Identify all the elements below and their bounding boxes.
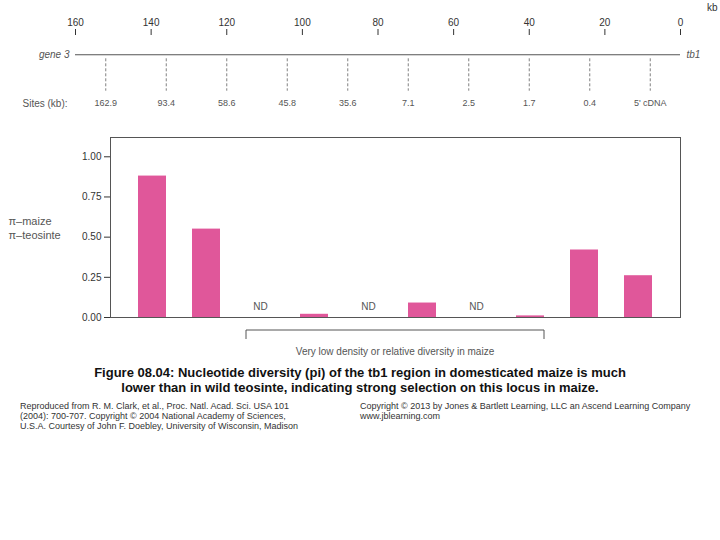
svg-text:58.6: 58.6 (218, 98, 236, 108)
svg-text:140: 140 (143, 17, 160, 28)
svg-text:0.50: 0.50 (82, 231, 102, 242)
svg-text:100: 100 (294, 17, 311, 28)
svg-text:0.4: 0.4 (583, 98, 596, 108)
svg-text:20: 20 (599, 17, 611, 28)
svg-text:60: 60 (448, 17, 460, 28)
svg-text:0.75: 0.75 (82, 191, 102, 202)
svg-text:1.7: 1.7 (523, 98, 536, 108)
html-text:Figure 08.04: Nucleotide diver: Figure 08.04: Nucleotide diversity (pi) … (94, 365, 626, 395)
svg-text:2.5: 2.5 (462, 98, 475, 108)
svg-text:1.00: 1.00 (82, 151, 102, 162)
svg-text:0: 0 (678, 17, 684, 28)
svg-text:120: 120 (218, 17, 235, 28)
html-text:Copyright © 2013 by Jones & Ba: Copyright © 2013 by Jones & Bartlett Lea… (360, 401, 691, 421)
svg-text:0.25: 0.25 (82, 272, 102, 283)
svg-text:35.6: 35.6 (339, 98, 357, 108)
svg-text:ND: ND (469, 301, 483, 312)
svg-text:ND: ND (253, 301, 267, 312)
svg-text:Very low density or relative d: Very low density or relative diversity i… (296, 346, 495, 357)
svg-text:80: 80 (372, 17, 384, 28)
svg-text:7.1: 7.1 (402, 98, 415, 108)
html-text:Reproduced from R. M. Clark, e: Reproduced from R. M. Clark, et al., Pro… (20, 401, 298, 431)
svg-text:π–maizeπ–teosinte: π–maizeπ–teosinte (9, 215, 61, 241)
svg-text:0.00: 0.00 (82, 312, 102, 323)
svg-text:tb1: tb1 (687, 49, 701, 60)
svg-text:kb: kb (707, 2, 718, 13)
svg-text:160: 160 (67, 17, 84, 28)
svg-text:5' cDNA: 5' cDNA (634, 98, 667, 108)
svg-text:40: 40 (524, 17, 536, 28)
svg-text:Sites (kb):: Sites (kb): (22, 98, 67, 109)
svg-text:gene 3: gene 3 (39, 49, 70, 60)
svg-text:93.4: 93.4 (157, 98, 175, 108)
svg-text:ND: ND (361, 301, 375, 312)
svg-text:162.9: 162.9 (94, 98, 117, 108)
svg-text:45.8: 45.8 (278, 98, 296, 108)
